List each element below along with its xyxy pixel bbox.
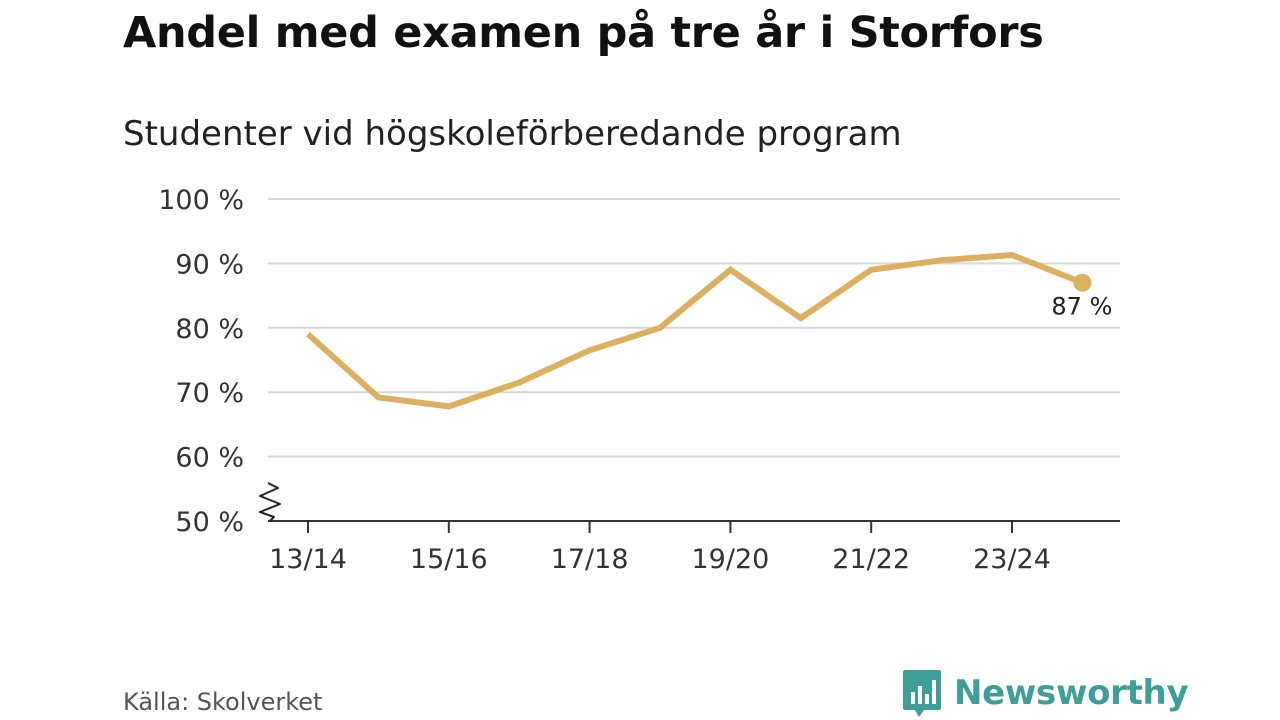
y-tick-label: 70 % xyxy=(175,378,244,409)
axis-break-icon xyxy=(259,482,281,522)
y-tick-label: 100 % xyxy=(158,185,244,216)
data-point xyxy=(1009,252,1015,258)
y-tick-label: 90 % xyxy=(175,249,244,280)
y-tick-label: 60 % xyxy=(175,443,244,474)
data-point xyxy=(587,347,593,353)
y-tick-label: 80 % xyxy=(175,314,244,345)
brand-name: Newsworthy xyxy=(954,673,1189,713)
end-point-marker xyxy=(1073,273,1092,292)
source-note: Källa: Skolverket xyxy=(123,688,323,716)
newsworthy-logo-icon xyxy=(903,670,941,717)
data-point xyxy=(727,267,733,273)
x-tick-label: 13/14 xyxy=(269,544,347,575)
data-point xyxy=(939,257,945,263)
brand-logo: Newsworthy xyxy=(902,668,1189,718)
data-point xyxy=(516,380,522,386)
data-point xyxy=(868,267,874,273)
data-point xyxy=(446,403,452,409)
x-tick-label: 19/20 xyxy=(691,544,769,575)
chart-title: Andel med examen på tre år i Storfors xyxy=(123,8,1044,58)
x-tick-label: 23/24 xyxy=(973,544,1051,575)
series-line xyxy=(305,251,1084,410)
y-tick-label: 50 % xyxy=(175,507,244,538)
chart-subtitle: Studenter vid högskoleförberedande progr… xyxy=(123,114,902,154)
end-value-label: 87 % xyxy=(1051,293,1112,321)
data-point xyxy=(798,315,804,321)
data-point xyxy=(305,331,311,337)
x-tick-label: 15/16 xyxy=(410,544,488,575)
data-point xyxy=(375,394,381,400)
x-tick-label: 17/18 xyxy=(551,544,629,575)
x-tick-label: 21/22 xyxy=(832,544,910,575)
data-point xyxy=(657,325,663,331)
